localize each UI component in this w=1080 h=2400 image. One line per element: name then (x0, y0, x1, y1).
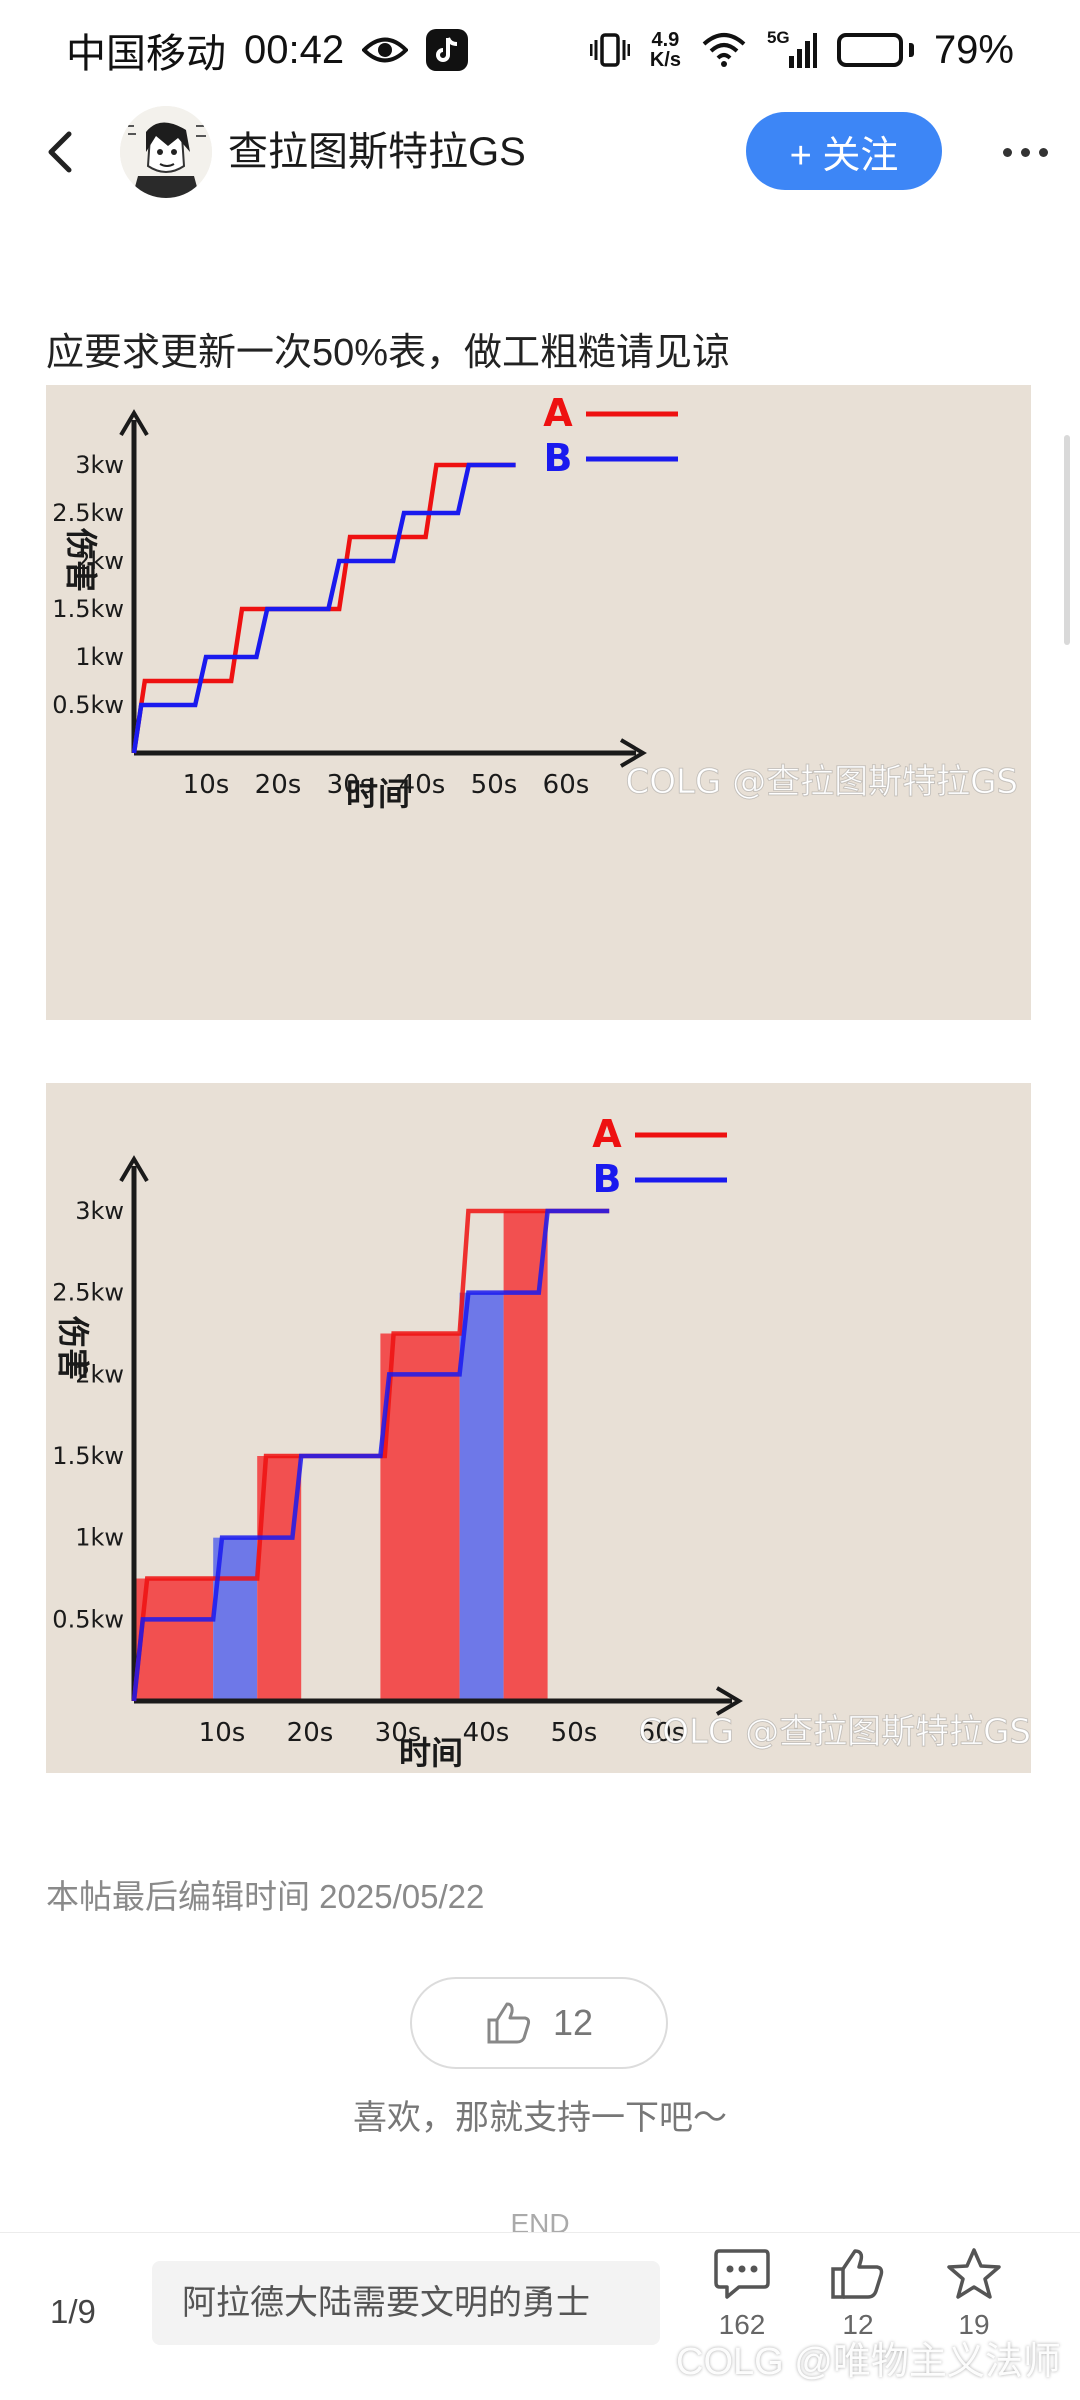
like-button[interactable]: 12 (410, 1977, 668, 2069)
y-tick-label: 0.5kw (52, 691, 124, 719)
eye-icon (362, 35, 409, 65)
x-axis-label: 时间 (346, 775, 410, 813)
comment-button[interactable]: 162 (692, 2247, 792, 2341)
y-axis-label: 伤害 (54, 1315, 92, 1380)
x-axis-arrow (715, 1686, 743, 1716)
y-tick-label: 1.5kw (52, 595, 124, 623)
post-header: 查拉图斯特拉GS + 关注 (0, 100, 1080, 205)
x-tick-label: 60s (543, 770, 590, 800)
post-text: 应要求更新一次50%表，做工粗糙请见谅 (46, 332, 731, 374)
like-action-count: 12 (842, 2309, 874, 2340)
signal-type-label: 5G (766, 28, 790, 47)
y-tick-label: 2kw (75, 1360, 124, 1388)
vibrate-icon (589, 32, 630, 68)
legend-label-a: A (592, 1112, 622, 1156)
damage-bar-chart: 0.5kw 1kw 1.5kw 2kw 2.5kw 3kw 10s 20s 30s 40s 50s 6… (52, 1112, 1031, 1772)
series-line-a (131, 462, 516, 754)
series-line-b (131, 462, 516, 754)
legend-label-a: A (543, 391, 573, 435)
y-tick-label: 2kw (75, 547, 124, 575)
cellular-signal-icon: 5G (766, 28, 817, 70)
x-tick-label: 20s (287, 1718, 334, 1748)
x-axis-label: 时间 (399, 1734, 463, 1772)
x-tick-label: 30s (375, 1718, 422, 1748)
x-axis-arrow (619, 738, 647, 768)
x-tick-label: 50s (471, 770, 518, 800)
y-tick-label: 1.5kw (52, 1442, 124, 1470)
x-tick-label: 20s (255, 770, 302, 800)
x-tick-label: 40s (399, 770, 446, 800)
x-tick-label: 30s (327, 770, 374, 800)
battery-percent: 79% (933, 27, 1014, 72)
star-icon (947, 2248, 1001, 2299)
colg-watermark: COLG @查拉图斯特拉GS (625, 762, 1018, 802)
more-options-button[interactable] (990, 122, 1060, 182)
legend-label-b: B (593, 1157, 622, 1201)
y-tick-label: 3kw (75, 1197, 124, 1225)
support-text: 喜欢，那就支持一下吧～ (353, 2099, 727, 2137)
legend-label-b: B (544, 436, 573, 480)
bar-a-3 (380, 1333, 460, 1701)
y-axis-arrow (119, 409, 149, 437)
y-tick-label: 2.5kw (52, 499, 124, 527)
like-count: 12 (552, 2002, 594, 2043)
follow-button[interactable]: + 关注 (746, 112, 942, 190)
network-speed: 4.9 K/s (649, 29, 681, 71)
author-avatar[interactable] (120, 106, 212, 198)
y-axis-arrow (119, 1155, 149, 1183)
y-tick-label: 1kw (75, 643, 124, 671)
x-tick-label: 60s (639, 1718, 686, 1748)
y-tick-label: 0.5kw (52, 1605, 124, 1633)
y-tick-label: 2.5kw (52, 1279, 124, 1307)
battery-icon (836, 33, 914, 67)
y-tick-label: 3kw (75, 451, 124, 479)
tiktok-icon (426, 29, 469, 71)
x-tick-label: 10s (183, 770, 230, 800)
comment-icon (714, 2249, 770, 2299)
wifi-icon (701, 32, 747, 68)
edit-time: 本帖最后编辑时间 2025/05/22 (46, 1878, 485, 1915)
damage-line-chart: 0.5kw 1kw 1.5kw 2kw 2.5kw 3kw 10s 20s 30s 40s 50s 6… (52, 391, 1018, 813)
x-tick-label: 50s (551, 1718, 598, 1748)
scroll-indicator (1064, 435, 1070, 645)
favorite-count: 19 (958, 2309, 990, 2340)
x-tick-label: 40s (463, 1718, 510, 1748)
favorite-button[interactable]: 19 (924, 2247, 1024, 2341)
author-name[interactable]: 查拉图斯特拉GS (228, 130, 526, 174)
thumbs-up-icon (831, 2249, 884, 2299)
clock: 00:42 (244, 27, 345, 72)
back-button[interactable] (30, 122, 90, 182)
like-action-button[interactable]: 12 (808, 2247, 908, 2341)
x-tick-label: 10s (199, 1718, 246, 1748)
chevron-left-icon (48, 131, 72, 173)
series-line-a (131, 1208, 610, 1702)
chart-image-1[interactable]: 0.5kw 1kw 1.5kw 2kw 2.5kw 3kw 10s 20s 30s 40s 50s 6… (46, 385, 1031, 1020)
y-axis-label: 伤害 (62, 527, 100, 592)
page-indicator[interactable]: 1/9 (50, 2293, 96, 2330)
bottom-action-bar: 1/9 162 12 19 (0, 2232, 1080, 2400)
status-bar: 中国移动 00:42 4.9 K/s 5G 79% (0, 0, 1080, 100)
y-tick-label: 1kw (75, 1524, 124, 1552)
colg-watermark: COLG @查拉图斯特拉GS (638, 1712, 1031, 1752)
chart-image-2[interactable]: 0.5kw 1kw 1.5kw 2kw 2.5kw 3kw 10s 20s 30s 40s 50s 6… (46, 1083, 1031, 1773)
comment-count: 162 (718, 2309, 766, 2340)
series-line-b (131, 1208, 610, 1702)
more-dots-icon (1002, 147, 1012, 157)
bottom-watermark: COLG @唯物主义法师 (676, 2341, 1061, 2383)
comment-input[interactable] (152, 2261, 660, 2345)
carrier-label: 中国移动 (66, 32, 226, 76)
thumbs-up-icon (487, 2002, 531, 2044)
bar-b-4 (459, 1292, 504, 1701)
